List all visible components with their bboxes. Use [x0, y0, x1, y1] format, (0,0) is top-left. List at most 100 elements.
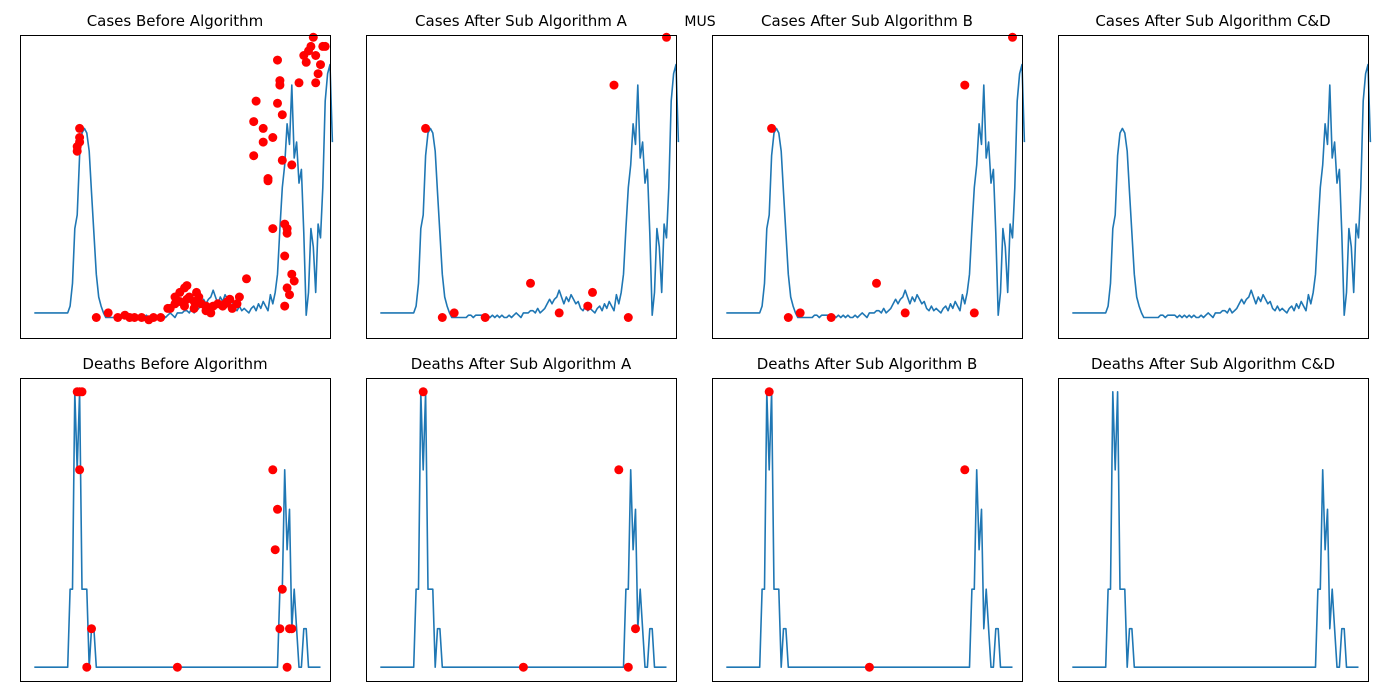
plot-frame: [20, 35, 331, 339]
marker-point: [289, 276, 299, 286]
chart-panel: Deaths Before Algorithm: [20, 355, 331, 682]
marker-point: [268, 465, 278, 475]
subplot-grid: Cases Before Algorithm Cases After Sub Al…: [20, 12, 1372, 682]
marker-point: [1008, 32, 1017, 42]
marker-point: [518, 662, 528, 672]
marker-point: [623, 313, 633, 322]
marker-point: [280, 301, 290, 311]
chart-title: Deaths Before Algorithm: [82, 355, 267, 373]
marker-point: [287, 160, 297, 170]
chart-panel: Cases After Sub Algorithm C&D: [1058, 12, 1372, 339]
marker-point: [783, 313, 793, 322]
marker-point: [137, 313, 147, 322]
marker-point: [313, 69, 323, 79]
marker-point: [180, 301, 189, 311]
chart-panel: Cases Before Algorithm: [20, 12, 334, 339]
marker-point: [268, 224, 278, 234]
marker-point: [194, 292, 204, 302]
marker-point: [864, 662, 874, 672]
marker-point: [480, 313, 490, 322]
marker-point: [280, 251, 290, 261]
marker-point: [320, 41, 330, 51]
marker-point: [449, 308, 459, 318]
marker-point: [273, 98, 282, 108]
marker-point: [87, 624, 96, 634]
plot-frame: [1058, 378, 1369, 682]
marker-point: [662, 32, 671, 42]
marker-point: [258, 123, 268, 133]
chart-panel: Deaths After Sub Algorithm A: [366, 355, 677, 682]
marker-point: [277, 110, 287, 120]
marker-point: [242, 274, 251, 284]
marker-point: [421, 123, 431, 133]
marker-point: [282, 662, 292, 672]
chart-panel: Cases After Sub Algorithm B: [712, 12, 1026, 339]
marker-point: [113, 313, 123, 322]
marker-point: [225, 294, 235, 304]
marker-point: [287, 624, 297, 634]
marker-point: [234, 292, 244, 302]
marker-point: [900, 308, 910, 318]
marker-point: [172, 662, 182, 672]
marker-point: [182, 281, 192, 291]
marker-point: [75, 123, 85, 133]
marker-point: [294, 78, 304, 88]
marker-point: [273, 55, 282, 65]
marker-point: [149, 313, 158, 322]
chart-panel: Deaths After Sub Algorithm C&D: [1058, 355, 1369, 682]
marker-point: [268, 133, 278, 142]
marker-point: [75, 465, 85, 475]
marker-point: [75, 133, 85, 142]
marker-point: [251, 96, 261, 106]
marker-point: [277, 155, 287, 165]
marker-point: [311, 51, 321, 60]
marker-point: [287, 269, 297, 279]
marker-point: [156, 313, 166, 322]
marker-point: [249, 151, 259, 161]
marker-point: [764, 387, 774, 397]
marker-point: [285, 290, 294, 300]
plot-frame: [366, 378, 677, 682]
chart-title: Cases Before Algorithm: [87, 12, 264, 30]
chart-title: Deaths After Sub Algorithm A: [411, 355, 632, 373]
marker-point: [623, 662, 633, 672]
series-line: [1072, 63, 1372, 319]
marker-point: [308, 32, 318, 42]
plot-frame: [20, 378, 331, 682]
chart-title: Cases After Sub Algorithm C&D: [1095, 12, 1330, 30]
chart-panel: Cases After Sub Algorithm A: [366, 12, 680, 339]
marker-point: [282, 283, 292, 293]
marker-point: [437, 313, 447, 322]
marker-point: [614, 465, 624, 475]
chart-title: Cases After Sub Algorithm B: [761, 12, 973, 30]
figure-suptitle: MUS: [684, 14, 715, 30]
marker-point: [103, 308, 113, 318]
marker-point: [960, 465, 970, 475]
chart-title: Cases After Sub Algorithm A: [415, 12, 628, 30]
marker-point: [82, 662, 92, 672]
plot-frame: [712, 35, 1023, 339]
marker-point: [316, 60, 325, 70]
marker-point: [275, 624, 285, 634]
marker-point: [91, 313, 101, 322]
series-line: [726, 391, 1013, 668]
marker-point: [270, 545, 280, 555]
marker-point: [969, 308, 979, 318]
marker-point: [306, 41, 316, 51]
marker-point: [130, 313, 139, 322]
marker-point: [960, 80, 970, 90]
chart-panel: Deaths After Sub Algorithm B: [712, 355, 1023, 682]
marker-point: [631, 624, 640, 634]
marker-point: [588, 287, 597, 297]
marker-point: [554, 308, 564, 318]
marker-point: [872, 278, 881, 288]
marker-point: [609, 80, 619, 90]
marker-point: [311, 78, 321, 88]
plot-frame: [1058, 35, 1369, 339]
marker-point: [526, 278, 535, 288]
marker-point: [795, 308, 805, 318]
marker-point: [273, 504, 282, 514]
series-line: [1072, 391, 1359, 668]
chart-title: Deaths After Sub Algorithm C&D: [1091, 355, 1335, 373]
